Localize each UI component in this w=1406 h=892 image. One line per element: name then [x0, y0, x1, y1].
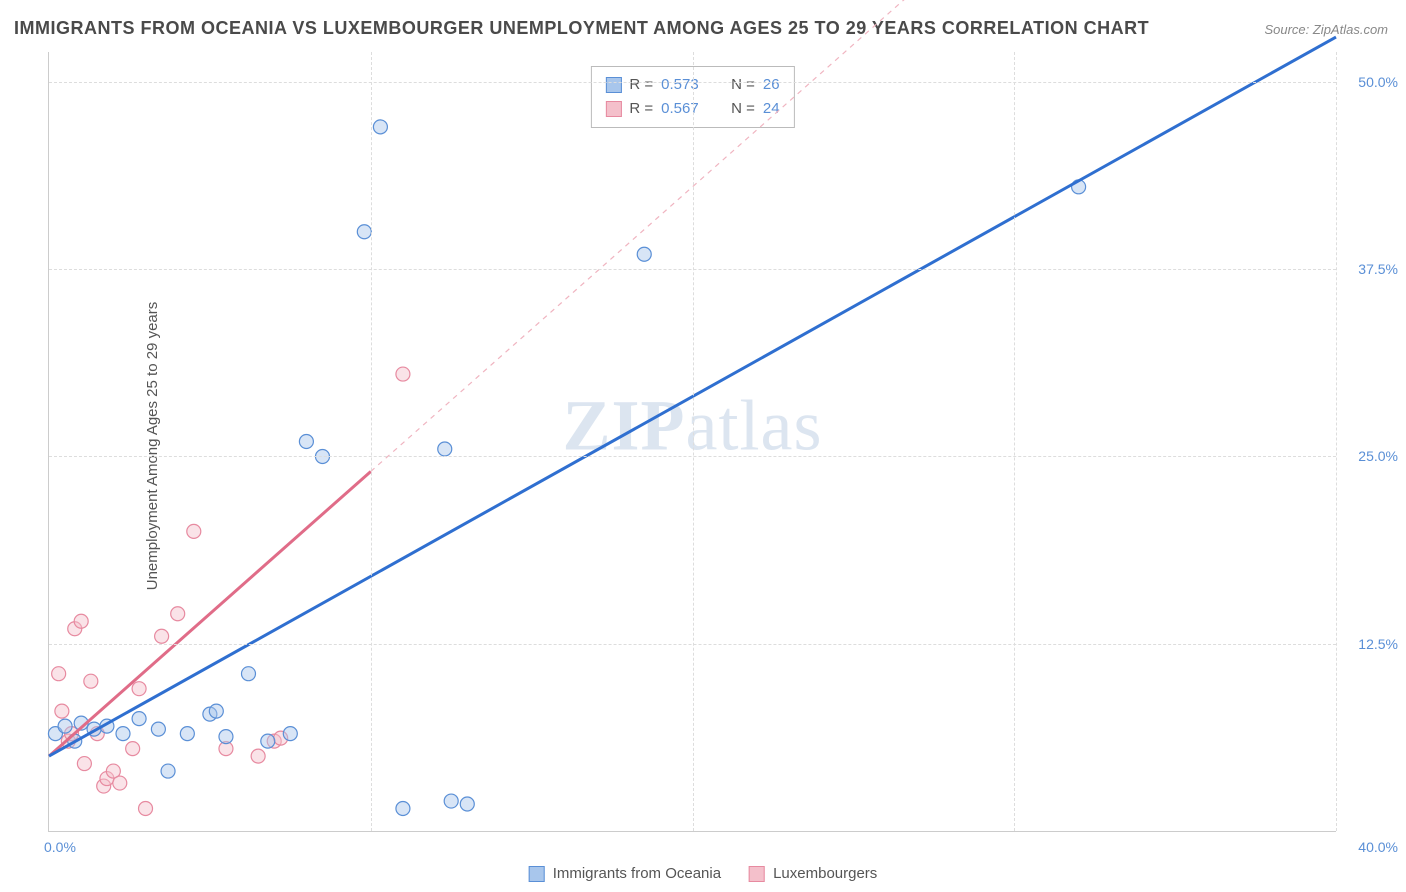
data-point	[161, 764, 175, 778]
gridline-vertical	[1336, 52, 1337, 831]
data-point	[444, 794, 458, 808]
data-point	[58, 719, 72, 733]
data-point	[219, 730, 233, 744]
data-point	[132, 682, 146, 696]
data-point	[396, 802, 410, 816]
source-attribution: Source: ZipAtlas.com	[1264, 22, 1388, 37]
swatch-bottom-1	[529, 866, 545, 882]
data-point	[55, 704, 69, 718]
swatch-bottom-2	[749, 866, 765, 882]
gridline-vertical	[371, 52, 372, 831]
data-point	[113, 776, 127, 790]
bottom-legend-label-1: Immigrants from Oceania	[553, 865, 721, 882]
y-axis-tick-label: 12.5%	[1358, 636, 1398, 652]
data-point	[396, 367, 410, 381]
data-point	[180, 727, 194, 741]
data-point	[132, 712, 146, 726]
data-point	[77, 757, 91, 771]
bottom-legend-label-2: Luxembourgers	[773, 865, 877, 882]
data-point	[171, 607, 185, 621]
gridline-vertical	[1014, 52, 1015, 831]
bottom-legend-item-2: Luxembourgers	[749, 865, 877, 882]
data-point	[187, 524, 201, 538]
data-point	[438, 442, 452, 456]
chart-title: IMMIGRANTS FROM OCEANIA VS LUXEMBOURGER …	[14, 18, 1149, 39]
bottom-legend: Immigrants from Oceania Luxembourgers	[529, 865, 878, 882]
bottom-legend-item-1: Immigrants from Oceania	[529, 865, 721, 882]
data-point	[357, 225, 371, 239]
y-axis-tick-label: 50.0%	[1358, 74, 1398, 90]
plot-area: ZIPatlas R = 0.573 N = 26 R = 0.567 N = …	[48, 52, 1336, 832]
data-point	[460, 797, 474, 811]
y-axis-tick-label: 37.5%	[1358, 261, 1398, 277]
data-point	[241, 667, 255, 681]
data-point	[261, 734, 275, 748]
data-point	[84, 674, 98, 688]
x-axis-tick-origin: 0.0%	[44, 839, 76, 855]
data-point	[155, 629, 169, 643]
data-point	[52, 667, 66, 681]
data-point	[283, 727, 297, 741]
data-point	[299, 435, 313, 449]
x-axis-tick-max: 40.0%	[1358, 839, 1398, 855]
data-point	[373, 120, 387, 134]
trend-line	[371, 0, 918, 471]
data-point	[126, 742, 140, 756]
data-point	[637, 247, 651, 261]
data-point	[74, 614, 88, 628]
data-point	[116, 727, 130, 741]
gridline-vertical	[693, 52, 694, 831]
y-axis-tick-label: 25.0%	[1358, 448, 1398, 464]
data-point	[209, 704, 223, 718]
data-point	[251, 749, 265, 763]
data-point	[139, 802, 153, 816]
data-point	[151, 722, 165, 736]
